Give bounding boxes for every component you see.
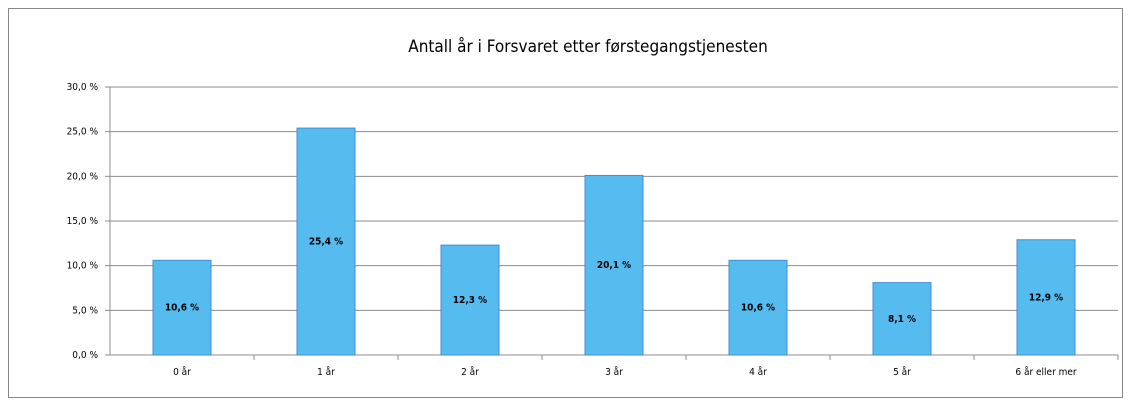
data-label: 12,3 % [453, 295, 487, 306]
data-label: 10,6 % [741, 303, 775, 314]
x-tick-label: 0 år [173, 365, 191, 378]
data-label: 20,1 % [597, 260, 631, 271]
bar [1016, 239, 1076, 356]
chart-title: Antall år i Forsvaret etter førstegangst… [408, 36, 768, 57]
x-tick-label: 5 år [893, 365, 911, 378]
x-tick-label: 4 år [749, 365, 767, 378]
x-tick-label: 6 år eller mer [1015, 365, 1077, 378]
y-tick-label: 15,0 % [67, 216, 99, 227]
data-label: 10,6 % [165, 303, 199, 314]
bar [152, 259, 212, 356]
y-tick-label: 5,0 % [72, 305, 98, 316]
x-tick-label: 1 år [317, 365, 335, 378]
bar [440, 244, 500, 356]
bar [728, 259, 788, 356]
bar [872, 282, 932, 356]
bar [296, 127, 356, 356]
data-label: 8,1 % [888, 314, 916, 325]
y-tick-label: 10,0 % [67, 261, 99, 272]
y-tick-label: 30,0 % [67, 82, 99, 93]
y-tick-label: 20,0 % [67, 171, 99, 182]
x-tick-label: 2 år [461, 365, 479, 378]
y-tick-label: 25,0 % [67, 127, 99, 138]
data-label: 12,9 % [1029, 292, 1063, 303]
data-label: 25,4 % [309, 237, 343, 248]
bar [584, 174, 644, 356]
x-tick-label: 3 år [605, 365, 623, 378]
y-tick-label: 0,0 % [72, 350, 98, 361]
